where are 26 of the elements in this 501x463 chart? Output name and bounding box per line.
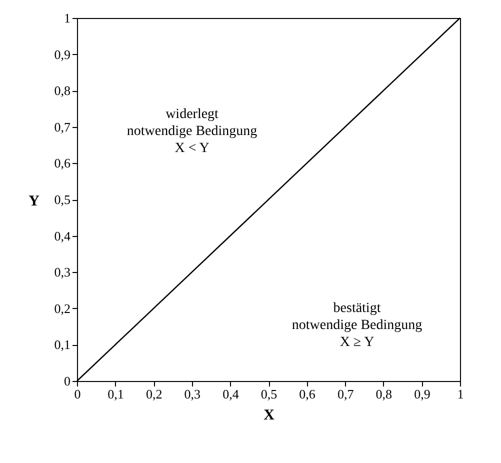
y-tick-label: 0,9 bbox=[54, 46, 70, 62]
x-tick-label: 0,3 bbox=[184, 386, 201, 402]
y-axis-title: Y bbox=[28, 194, 40, 210]
y-tick-label: 0,4 bbox=[54, 228, 71, 244]
y-tick-label: 0,5 bbox=[54, 192, 70, 207]
y-tick-label: 0,7 bbox=[54, 119, 71, 134]
x-tick-label: 0,1 bbox=[108, 386, 124, 402]
y-tick-label: 0,2 bbox=[54, 300, 70, 316]
x-tick-label: 0,8 bbox=[376, 386, 392, 402]
y-tick-label: 0,6 bbox=[54, 156, 71, 171]
y-tick-label: 1 bbox=[64, 10, 70, 26]
x-tick-label: 0,2 bbox=[146, 386, 162, 402]
x-axis-title: X bbox=[264, 408, 275, 424]
x-tick-label: 1 bbox=[457, 386, 464, 402]
y-tick-label: 0 bbox=[64, 374, 70, 388]
y-tick-label: 0,1 bbox=[54, 337, 70, 352]
x-tick-label: 0,9 bbox=[414, 386, 430, 402]
y-tick-label: 0,8 bbox=[54, 83, 70, 98]
x-tick-label: 0,4 bbox=[222, 386, 240, 402]
x-tick-label: 0,5 bbox=[260, 386, 278, 402]
x-tick-label: 0,6 bbox=[299, 386, 316, 402]
x-tick-label: 0 bbox=[74, 386, 81, 402]
annotation: widerlegt notwendige Bedingung X < Y bbox=[126, 107, 258, 156]
annotation: bestätigt notwendige Bedingung X ≥ Y bbox=[292, 301, 422, 350]
y-tick-label: 0,3 bbox=[54, 264, 70, 280]
x-tick-label: 0,7 bbox=[337, 386, 354, 402]
